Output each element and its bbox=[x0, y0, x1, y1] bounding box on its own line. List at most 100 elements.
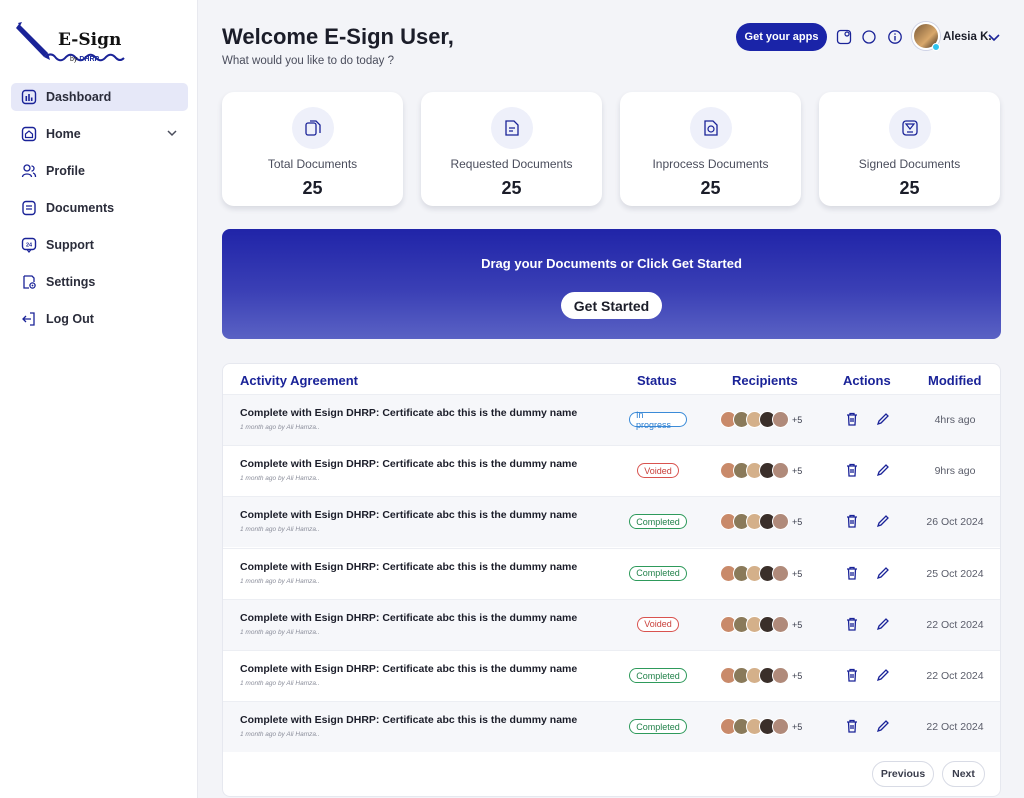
document-title[interactable]: Complete with Esign DHRP: Certificate ab… bbox=[240, 407, 578, 419]
trash-icon[interactable] bbox=[844, 462, 860, 478]
table-row[interactable]: Complete with Esign DHRP: Certificate ab… bbox=[223, 701, 1000, 753]
inprocess-documents-icon bbox=[690, 107, 732, 149]
stat-card-signed[interactable]: Signed Documents 25 bbox=[819, 92, 1000, 206]
column-header-agreement[interactable]: Activity Agreement bbox=[240, 373, 358, 388]
page-title: Welcome E-Sign User, bbox=[222, 24, 454, 49]
status-badge: Completed bbox=[629, 565, 687, 581]
edit-pencil-icon[interactable] bbox=[875, 513, 891, 529]
trash-icon[interactable] bbox=[844, 513, 860, 529]
sidebar-item-label: Home bbox=[46, 127, 81, 141]
table-row[interactable]: Complete with Esign DHRP: Certificate ab… bbox=[223, 496, 1000, 548]
brand-subtitle: by DHRP bbox=[70, 56, 100, 63]
more-recipients-count[interactable]: +5 bbox=[792, 517, 803, 528]
settings-icon bbox=[21, 274, 37, 290]
document-meta: 1 month ago by Ali Hamza.. bbox=[240, 680, 320, 687]
stat-value: 25 bbox=[302, 178, 323, 198]
status-badge: Completed bbox=[629, 514, 687, 530]
recipient-avatar[interactable] bbox=[772, 411, 789, 428]
document-title[interactable]: Complete with Esign DHRP: Certificate ab… bbox=[240, 509, 578, 522]
profile-icon bbox=[21, 163, 37, 179]
trash-icon[interactable] bbox=[844, 411, 860, 427]
sidebar-item-home[interactable]: Home bbox=[11, 120, 188, 148]
stat-value: 25 bbox=[501, 178, 522, 198]
sidebar-item-logout[interactable]: Log Out bbox=[11, 305, 188, 333]
edit-pencil-icon[interactable] bbox=[875, 462, 891, 478]
edit-pencil-icon[interactable] bbox=[875, 718, 891, 734]
brand-logo[interactable]: E-Sign by DHRP bbox=[14, 20, 134, 70]
previous-page-button[interactable]: Previous bbox=[872, 761, 934, 787]
trash-icon[interactable] bbox=[844, 565, 860, 581]
modified-date: 26 Oct 2024 bbox=[926, 516, 984, 529]
more-recipients-count[interactable]: +5 bbox=[792, 415, 803, 425]
get-started-button[interactable]: Get Started bbox=[561, 292, 662, 319]
column-header-status[interactable]: Status bbox=[637, 373, 677, 388]
stat-card-requested[interactable]: Requested Documents 25 bbox=[421, 92, 602, 206]
sidebar-item-support[interactable]: 24 Support bbox=[11, 231, 188, 259]
recipient-avatar[interactable] bbox=[772, 615, 789, 633]
recipient-avatar[interactable] bbox=[772, 513, 789, 531]
edit-pencil-icon[interactable] bbox=[875, 411, 891, 427]
next-page-button[interactable]: Next bbox=[942, 761, 985, 787]
column-header-recipients[interactable]: Recipients bbox=[732, 373, 798, 388]
recipient-avatar[interactable] bbox=[772, 462, 789, 480]
document-meta: 1 month ago by Ali Hamza.. bbox=[240, 475, 320, 483]
status-badge: Voided bbox=[637, 463, 679, 479]
upload-dropzone[interactable]: Drag your Documents or Click Get Started… bbox=[222, 229, 1001, 339]
more-recipients-count[interactable]: +5 bbox=[792, 722, 803, 733]
sidebar-item-profile[interactable]: Profile bbox=[11, 157, 188, 185]
user-name[interactable]: Alesia K. bbox=[943, 31, 992, 43]
recipient-avatar[interactable] bbox=[772, 718, 789, 736]
search-icon[interactable] bbox=[860, 28, 878, 46]
trash-icon[interactable] bbox=[844, 616, 860, 632]
edit-pencil-icon[interactable] bbox=[875, 565, 891, 581]
more-recipients-count[interactable]: +5 bbox=[792, 568, 803, 579]
apps-grid-icon[interactable] bbox=[835, 28, 853, 46]
sidebar-item-label: Documents bbox=[46, 201, 115, 215]
sidebar-item-documents[interactable]: Documents bbox=[11, 194, 188, 222]
status-badge: Completed bbox=[629, 668, 687, 683]
sidebar-item-label: Settings bbox=[46, 275, 96, 289]
recipient-avatar[interactable] bbox=[772, 564, 789, 582]
stat-value: 25 bbox=[700, 178, 721, 198]
info-icon[interactable] bbox=[886, 28, 904, 46]
sidebar-item-dashboard[interactable]: Dashboard bbox=[11, 83, 188, 111]
svg-text:24: 24 bbox=[26, 243, 33, 249]
document-title[interactable]: Complete with Esign DHRP: Certificate ab… bbox=[240, 560, 578, 573]
table-row[interactable]: Complete with Esign DHRP: Certificate ab… bbox=[223, 394, 1000, 445]
table-row[interactable]: Complete with Esign DHRP: Certificate ab… bbox=[223, 547, 1000, 599]
more-recipients-count[interactable]: +5 bbox=[792, 619, 803, 630]
stat-value: 25 bbox=[899, 178, 920, 198]
more-recipients-count[interactable]: +5 bbox=[792, 466, 803, 477]
table-row[interactable]: Complete with Esign DHRP: Certificate ab… bbox=[223, 598, 1000, 650]
document-title[interactable]: Complete with Esign DHRP: Certificate ab… bbox=[240, 663, 578, 675]
stat-label: Inprocess Documents bbox=[652, 157, 769, 171]
document-title[interactable]: Complete with Esign DHRP: Certificate ab… bbox=[240, 611, 578, 624]
sidebar: E-Sign by DHRP Dashboard Home Profile bbox=[0, 0, 198, 798]
sidebar-item-settings[interactable]: Settings bbox=[11, 268, 188, 296]
stat-card-total[interactable]: Total Documents 25 bbox=[222, 92, 403, 206]
trash-icon[interactable] bbox=[844, 667, 860, 683]
document-meta: 1 month ago by Ali Hamza.. bbox=[240, 731, 320, 739]
column-header-modified[interactable]: Modified bbox=[928, 373, 982, 388]
modified-date: 22 Oct 2024 bbox=[926, 721, 984, 734]
recipient-avatar[interactable] bbox=[772, 667, 789, 684]
chevron-down-icon[interactable] bbox=[987, 30, 1001, 44]
table-row[interactable]: Complete with Esign DHRP: Certificate ab… bbox=[223, 650, 1000, 701]
trash-icon[interactable] bbox=[844, 718, 860, 734]
stat-card-inprocess[interactable]: Inprocess Documents 25 bbox=[620, 92, 801, 206]
column-header-actions[interactable]: Actions bbox=[843, 373, 891, 388]
document-title[interactable]: Complete with Esign DHRP: Certificate ab… bbox=[240, 714, 578, 727]
modified-date: 25 Oct 2024 bbox=[926, 567, 984, 580]
more-recipients-count[interactable]: +5 bbox=[792, 671, 803, 681]
edit-pencil-icon[interactable] bbox=[875, 667, 891, 683]
requested-documents-icon bbox=[491, 107, 533, 149]
get-apps-button[interactable]: Get your apps bbox=[736, 23, 827, 51]
document-meta: 1 month ago by Ali Hamza.. bbox=[240, 424, 320, 431]
status-badge: Voided bbox=[637, 616, 679, 632]
table-row[interactable]: Complete with Esign DHRP: Certificate ab… bbox=[223, 445, 1000, 496]
edit-pencil-icon[interactable] bbox=[875, 616, 891, 632]
document-meta: 1 month ago by Ali Hamza.. bbox=[240, 577, 320, 585]
online-status-dot bbox=[932, 43, 940, 51]
document-title[interactable]: Complete with Esign DHRP: Certificate ab… bbox=[240, 458, 578, 471]
chevron-down-icon[interactable] bbox=[166, 127, 178, 139]
